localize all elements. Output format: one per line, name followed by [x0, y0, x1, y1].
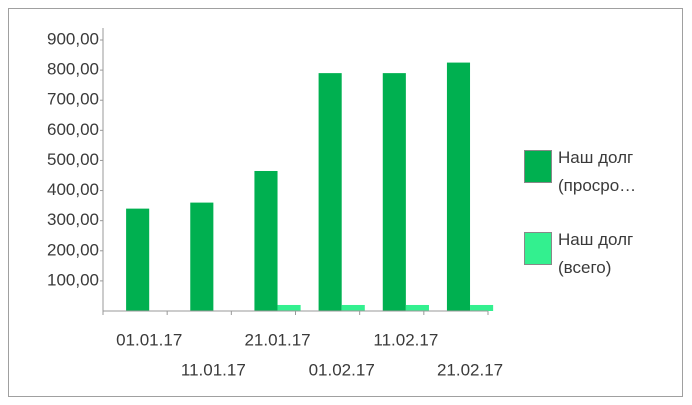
y-tick-label: 400,00 [47, 180, 99, 199]
y-tick-label: 300,00 [47, 210, 99, 229]
bar [318, 73, 342, 311]
x-tick-label: 11.02.17 [373, 330, 438, 349]
bar [126, 208, 150, 311]
bar [382, 73, 406, 311]
bar [470, 304, 494, 311]
y-tick-label: 500,00 [47, 150, 99, 169]
legend-label: Наш долг (просро… [558, 148, 637, 195]
x-tick-label: 21.02.17 [437, 360, 503, 379]
y-tick-label: 800,00 [47, 60, 99, 79]
legend-swatch [524, 232, 552, 265]
bar [277, 304, 301, 311]
bar [254, 170, 278, 311]
bar [446, 62, 471, 312]
y-tick-label: 100,00 [47, 270, 99, 289]
x-tick-label: 21.01.17 [244, 330, 310, 349]
bar [190, 202, 214, 311]
y-tick-label: 700,00 [47, 90, 99, 109]
legend-swatch [524, 150, 552, 183]
legend-item: Наш долг (просро… [524, 144, 654, 200]
x-tick-label: 01.02.17 [309, 360, 375, 379]
bar [341, 304, 365, 311]
bar [405, 304, 429, 311]
y-tick-label: 200,00 [47, 240, 99, 259]
x-tick-label: 01.01.17 [116, 330, 182, 349]
y-tick-label: 600,00 [47, 120, 99, 139]
chart-frame [8, 8, 683, 397]
y-tick-label: 900,00 [47, 29, 99, 48]
legend-item: Наш долг (всего) [524, 226, 654, 282]
x-tick-label: 11.01.17 [181, 360, 246, 379]
legend-label: Наш долг (всего) [558, 230, 634, 277]
